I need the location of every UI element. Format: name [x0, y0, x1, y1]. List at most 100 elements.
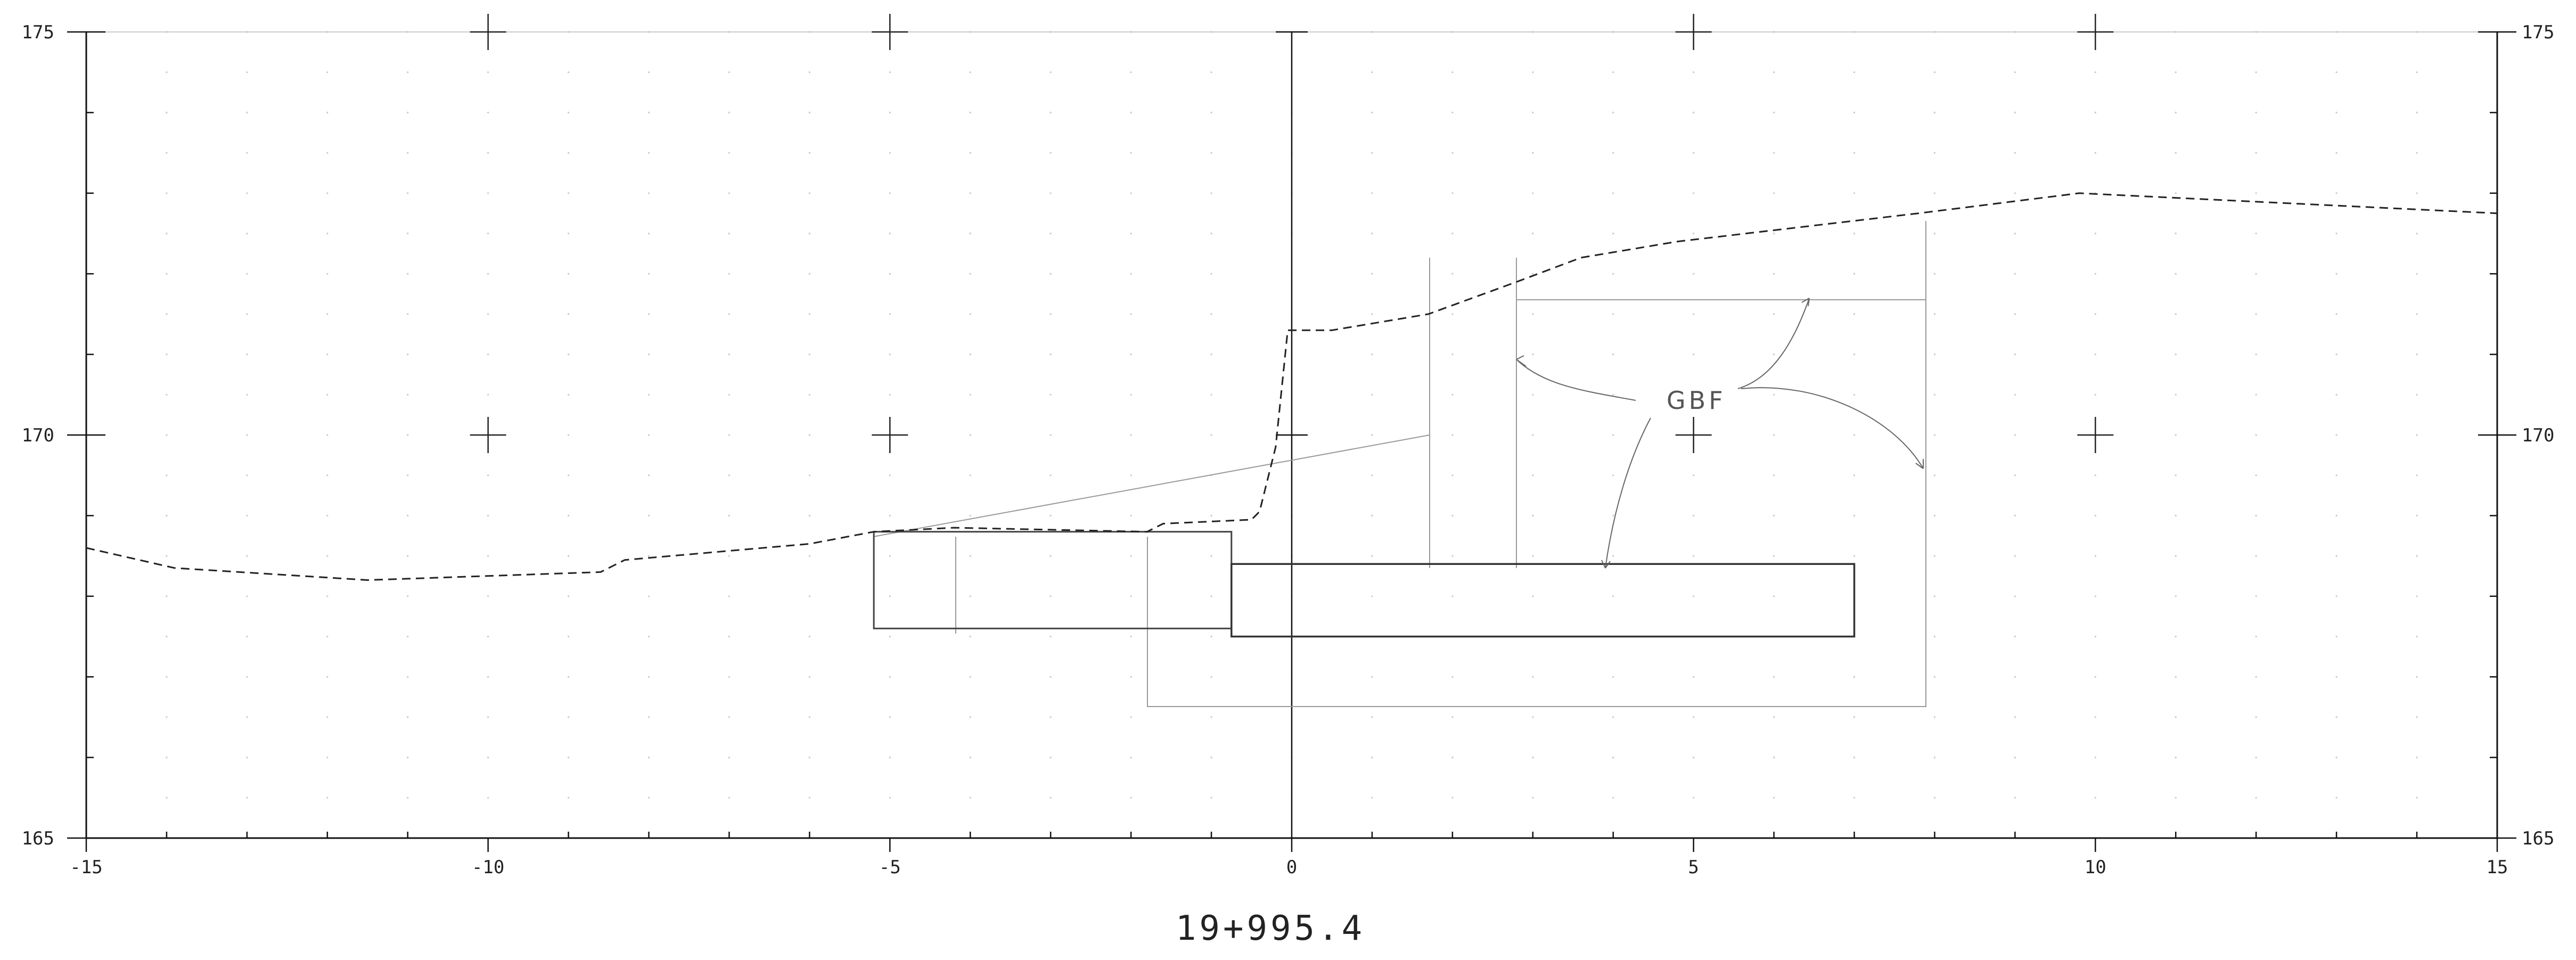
grid-dot	[1933, 757, 1936, 759]
grid-dot	[2416, 635, 2418, 638]
grid-dot	[2014, 474, 2016, 477]
grid-dot	[1130, 716, 1132, 718]
grid-dot	[2175, 354, 2177, 356]
grid-dot	[326, 313, 329, 315]
grid-dot	[1371, 232, 1373, 235]
grid-dot	[2255, 354, 2257, 356]
grid-dot	[2014, 514, 2016, 517]
grid-dot	[1773, 111, 1775, 113]
grid-dot	[1933, 354, 1936, 356]
grid-dot	[487, 757, 489, 759]
grid-dot	[1612, 555, 1614, 557]
grid-dot	[808, 71, 810, 73]
grid-dot	[2416, 152, 2418, 154]
grid-dot	[2175, 635, 2177, 638]
grid-dot	[2335, 152, 2337, 154]
grid-dot	[1371, 71, 1373, 73]
grid-dot	[568, 676, 570, 678]
grid-dot	[1693, 595, 1695, 597]
grid-dot	[808, 393, 810, 396]
grid-dot	[1612, 716, 1614, 718]
structure-wall	[1230, 563, 1856, 638]
grid-dot	[1933, 434, 1936, 436]
grid-dot	[1693, 152, 1695, 154]
grid-dot	[2014, 111, 2016, 113]
grid-dot	[1451, 192, 1454, 194]
grid-dot	[2014, 555, 2016, 557]
grid-dot	[2416, 111, 2418, 113]
grid-dot	[568, 152, 570, 154]
grid-dot	[1371, 192, 1373, 194]
grid-dot	[1210, 716, 1212, 718]
x-tick-label: 15	[2487, 857, 2508, 878]
grid-dot	[1049, 434, 1052, 436]
grid-dot	[1532, 192, 1534, 194]
grid-dot	[647, 273, 650, 275]
arrowhead-wall	[1601, 560, 1611, 569]
grid-dot	[1693, 797, 1695, 799]
grid-dot	[246, 757, 248, 759]
grid-dot	[969, 313, 971, 315]
grid-dot	[647, 676, 650, 678]
grid-dot	[166, 797, 168, 799]
grid-dot	[2014, 635, 2016, 638]
x-tick-label: 10	[2085, 857, 2106, 878]
grid-dot	[969, 757, 971, 759]
grid-dot	[1612, 434, 1614, 436]
grid-dot	[487, 716, 489, 718]
grid-dot	[1693, 555, 1695, 557]
grid-dot	[1933, 152, 1936, 154]
grid-dot	[166, 313, 168, 315]
grid-dot	[166, 635, 168, 638]
grid-dot	[326, 192, 329, 194]
grid-dot	[246, 474, 248, 477]
grid-dot	[2416, 716, 2418, 718]
grid-dot	[808, 434, 810, 436]
grid-dot	[2416, 676, 2418, 678]
retained-zone	[1516, 258, 1926, 568]
grid-dot	[647, 192, 650, 194]
grid-dot	[166, 71, 168, 73]
y-tick-label-left: 175	[22, 22, 54, 43]
grid-dot	[407, 595, 409, 597]
grid-dot	[2416, 555, 2418, 557]
grid-dot	[647, 152, 650, 154]
grid-dot	[1532, 273, 1534, 275]
grid-dot	[1853, 514, 1856, 517]
grid-dot	[1853, 757, 1856, 759]
x-tick-label: -10	[472, 857, 504, 878]
grid-dot	[969, 192, 971, 194]
y-tick-label-left: 170	[22, 425, 54, 446]
grid-dot	[2255, 635, 2257, 638]
grid-dot	[1371, 111, 1373, 113]
grid-dot	[1933, 192, 1936, 194]
grid-dot	[1612, 757, 1614, 759]
grid-dot	[728, 71, 731, 73]
grid-dot	[1612, 71, 1614, 73]
grid-dot	[1451, 474, 1454, 477]
grid-dot	[969, 676, 971, 678]
grid-dot	[568, 313, 570, 315]
grid-dot	[1451, 232, 1454, 235]
grid-dot	[969, 232, 971, 235]
grid-dot	[889, 635, 891, 638]
grid-dot	[1532, 434, 1534, 436]
grid-dot	[487, 354, 489, 356]
grid-dot	[889, 716, 891, 718]
grid-dot	[1210, 192, 1212, 194]
grid-dot	[1933, 313, 1936, 315]
grid-dot	[568, 71, 570, 73]
grid-dot	[2335, 676, 2337, 678]
grid-dot	[728, 555, 731, 557]
grid-dot	[808, 152, 810, 154]
grid-dot	[487, 111, 489, 113]
grid-dot	[2255, 393, 2257, 396]
grid-dot	[1130, 232, 1132, 235]
grid-dot	[1693, 354, 1695, 356]
grid-dot	[2175, 797, 2177, 799]
grid-dot	[1853, 192, 1856, 194]
grid-dot	[1371, 354, 1373, 356]
grid-dot	[1130, 514, 1132, 517]
grid-dot	[1130, 434, 1132, 436]
grid-dot	[166, 676, 168, 678]
